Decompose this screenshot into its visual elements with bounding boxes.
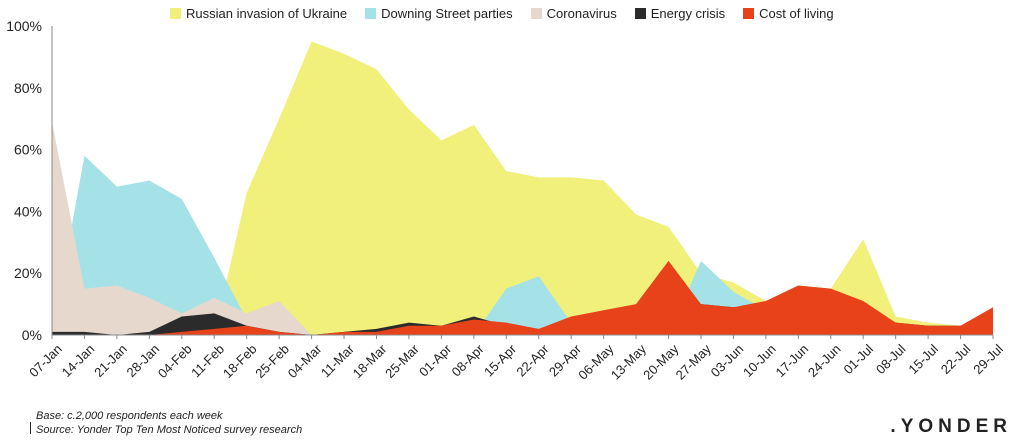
legend-label-cost-of-living: Cost of living: [759, 6, 834, 21]
x-tick-label: 11-Feb: [188, 341, 227, 380]
x-tick-label: 07-Jan: [26, 341, 65, 380]
y-tick-label: 100%: [6, 18, 42, 34]
x-tick-label: 04-Feb: [155, 341, 195, 381]
legend-swatch-ukraine: [170, 8, 181, 19]
legend-swatch-coronavirus: [530, 8, 542, 19]
area-coronavirus: [52, 121, 993, 335]
x-tick-label: 03-Jun: [708, 341, 747, 380]
legend-label-energy: Energy crisis: [650, 6, 726, 21]
footnote-rule: [30, 422, 31, 434]
x-tick-label: 15-Jul: [905, 341, 941, 377]
legend-label-ukraine: Russian invasion of Ukraine: [186, 6, 348, 21]
legend-label-parties: Downing Street parties: [381, 6, 513, 21]
x-tick-label: 08-Jul: [873, 341, 909, 377]
x-tick-label: 11-Mar: [318, 341, 358, 381]
x-tick-label: 22-Apr: [513, 341, 552, 380]
legend-swatch-parties: [365, 8, 377, 19]
legend-item-ukraine: Russian invasion of Ukraine: [170, 6, 347, 21]
x-tick-label: 04-Mar: [285, 341, 325, 381]
footnote-base: Base: c.2,000 respondents each week: [36, 410, 223, 422]
x-tick-label: 01-Jul: [840, 341, 876, 377]
x-tick-label: 18-Feb: [220, 341, 260, 381]
x-tick-label: 21-Jan: [91, 341, 130, 380]
area-chart: 0% 20% 40% 60% 80% 100% 07-Jan14-Jan21-Jan28-J…: [6, 18, 1006, 383]
x-tick-label: 28-Jan: [124, 341, 163, 380]
x-tick-label: 25-Feb: [252, 341, 292, 381]
x-tick-label: 10-Jun: [740, 341, 779, 380]
area-cost-of-living: [52, 260, 993, 335]
x-tick-label: 13-May: [608, 341, 650, 383]
legend-swatch-energy: [634, 8, 646, 19]
x-tick-label: 24-Jun: [805, 341, 844, 380]
legend-label-coronavirus: Coronavirus: [546, 6, 617, 21]
x-tick-label: 15-Apr: [481, 341, 520, 380]
legend: Russian invasion of Ukraine Downing Stre…: [170, 6, 834, 21]
x-tick-label: 22-Jul: [938, 341, 974, 377]
y-tick-label: 0%: [22, 327, 42, 343]
y-tick-label: 40%: [14, 203, 42, 219]
x-tick-label: 08-Apr: [449, 341, 488, 380]
legend-item-energy: Energy crisis: [634, 6, 726, 21]
y-tick-label: 60%: [14, 142, 42, 158]
x-tick-label: 06-May: [575, 341, 617, 383]
y-tick-label: 80%: [14, 80, 42, 96]
x-tick-label: 17-Jun: [773, 341, 812, 380]
x-tick-label: 01-Apr: [416, 341, 455, 380]
x-tick-label: 29-Jul: [970, 341, 1006, 377]
x-tick-label: 27-May: [673, 341, 715, 383]
yonder-logo: .YONDER: [890, 416, 1012, 437]
area-russian-invasion-of-ukraine: [52, 41, 993, 335]
footnote-source: Source: Yonder Top Ten Most Noticed surv…: [36, 424, 303, 436]
x-tick-label: 18-Mar: [350, 341, 390, 381]
x-tick-label: 25-Mar: [382, 341, 422, 381]
x-tick-label: 14-Jan: [59, 341, 98, 380]
x-tick-label: 20-May: [640, 341, 682, 383]
legend-item-parties: Downing Street parties: [365, 6, 513, 21]
legend-swatch-cost-of-living: [743, 8, 755, 19]
y-tick-label: 20%: [14, 265, 42, 281]
legend-item-cost-of-living: Cost of living: [743, 6, 834, 21]
legend-item-coronavirus: Coronavirus: [530, 6, 617, 21]
